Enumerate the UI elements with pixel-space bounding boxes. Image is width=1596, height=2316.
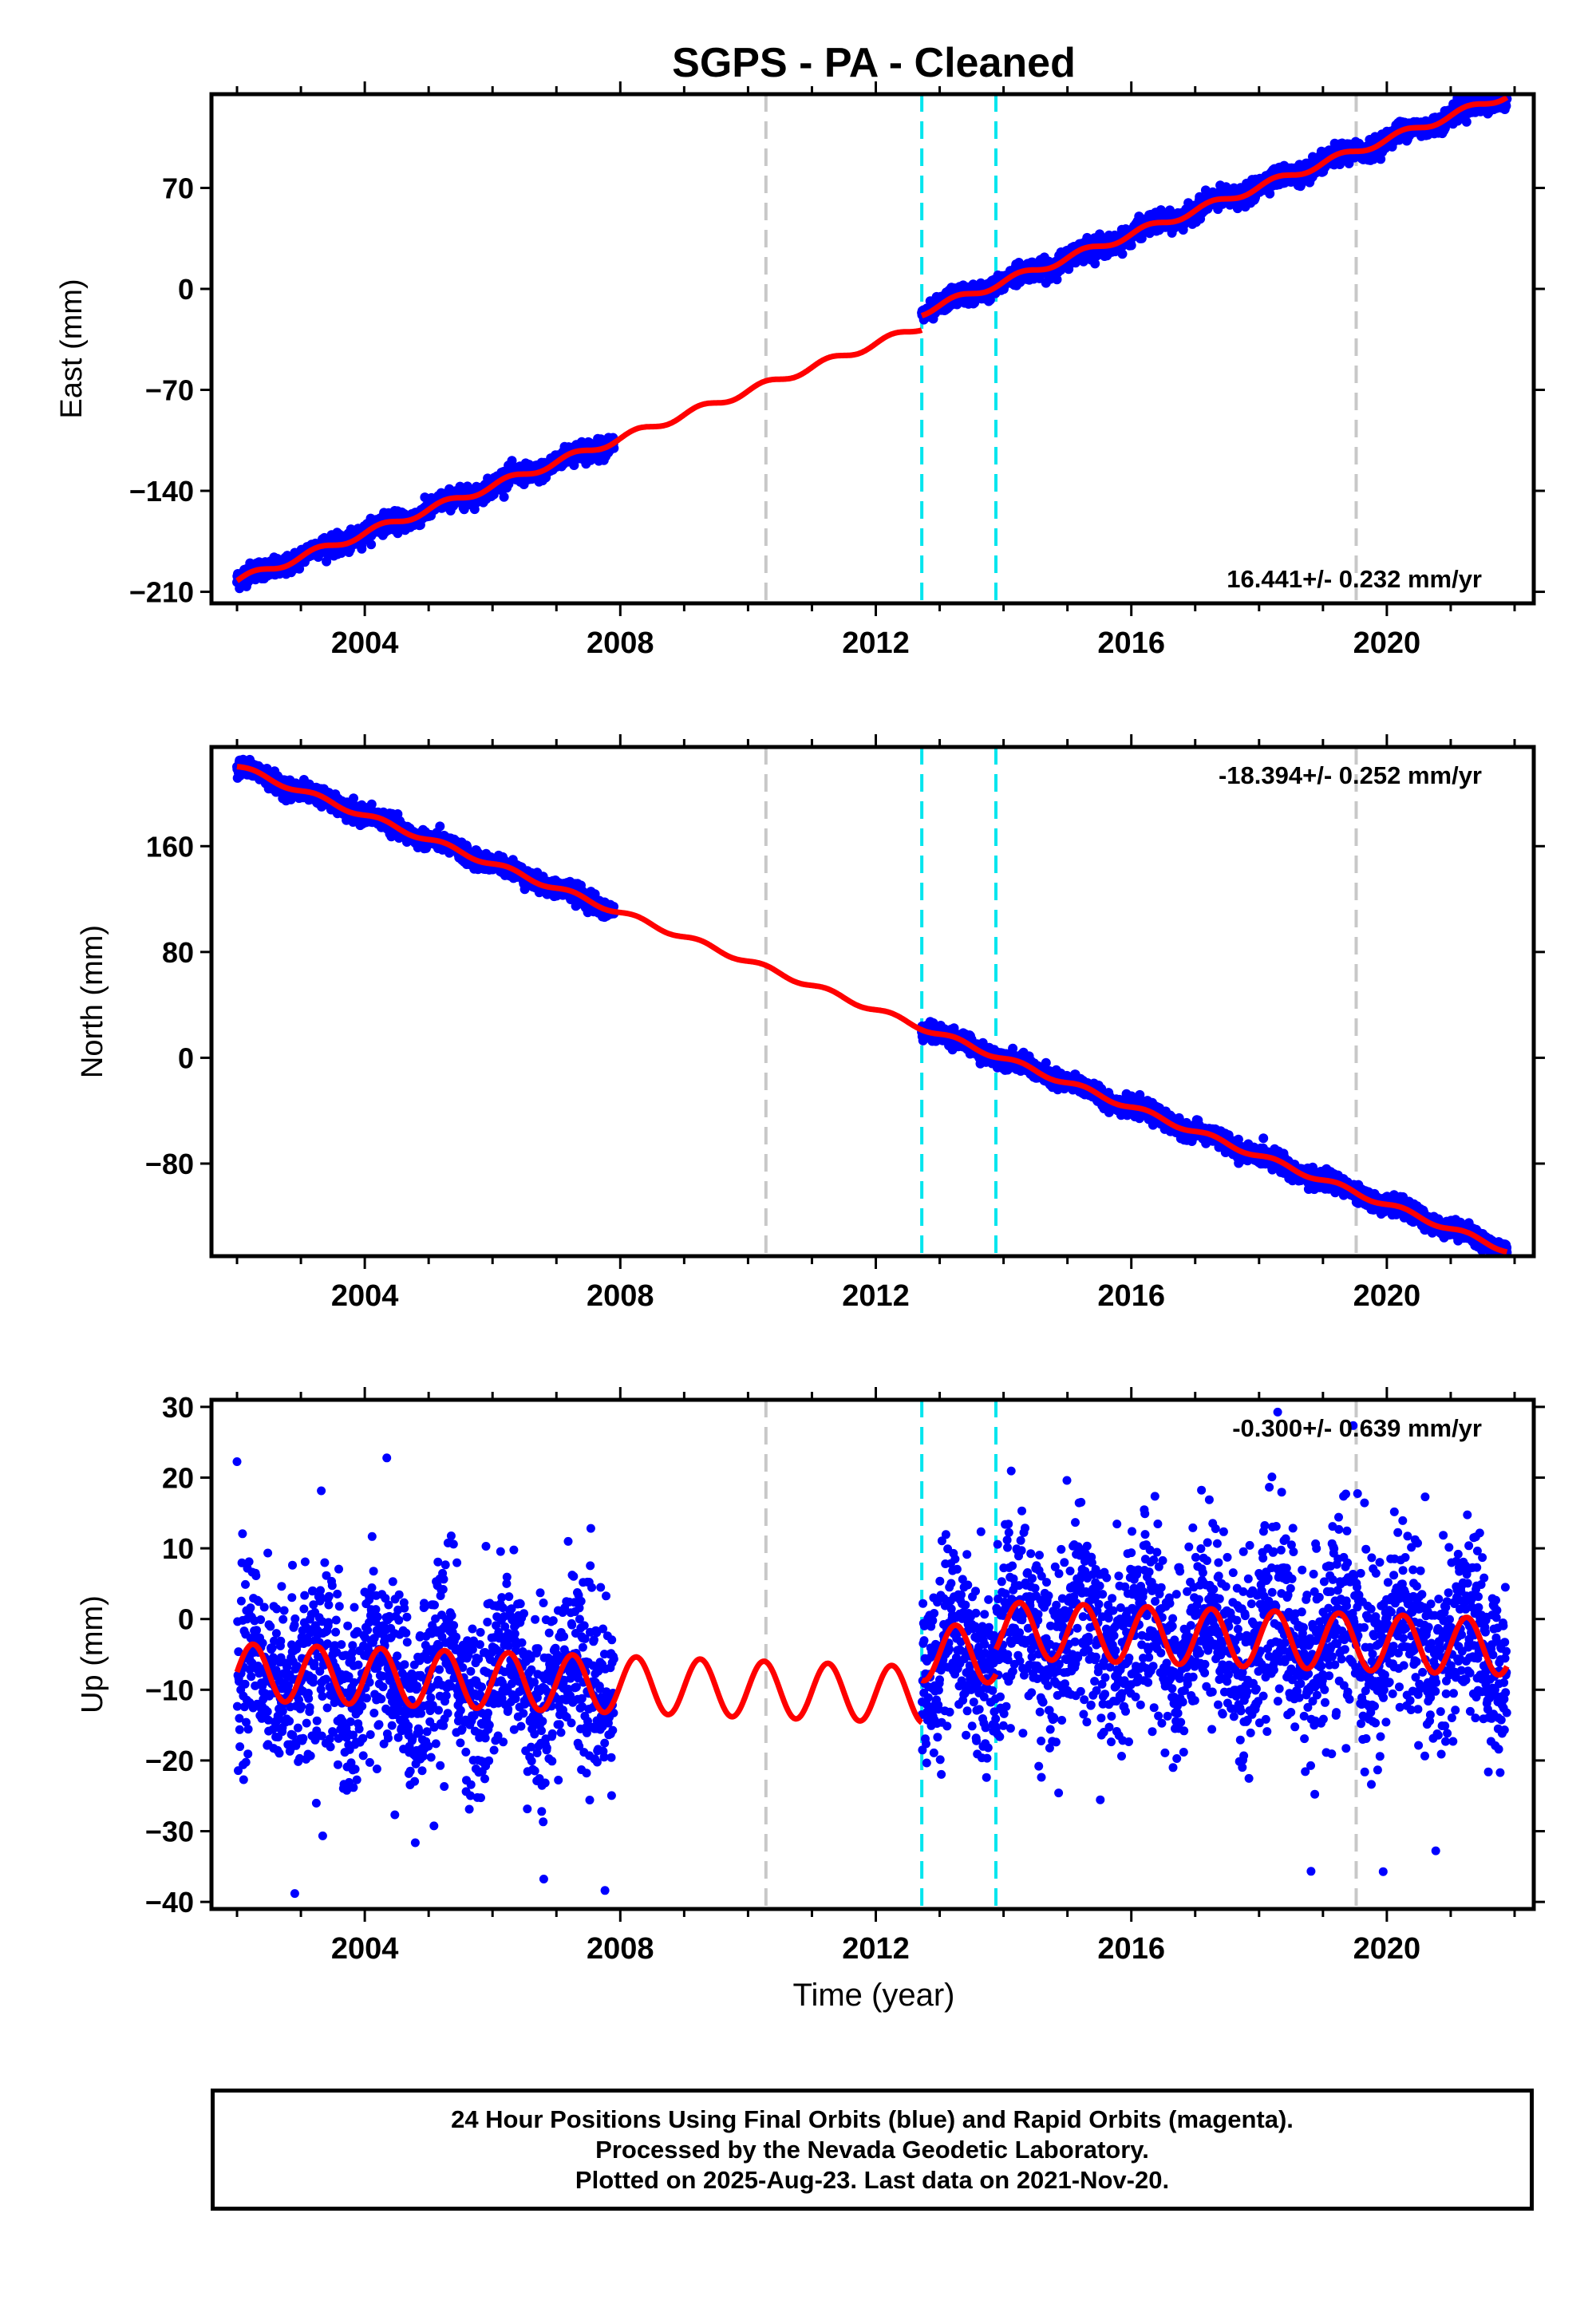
plot-frame — [209, 92, 1536, 606]
data-point — [435, 821, 445, 832]
y-tick-label: −140 — [129, 475, 194, 508]
rate-annotation: 16.441+/- 0.232 mm/yr — [1227, 565, 1482, 593]
y-tick-label: −70 — [145, 374, 194, 407]
y-axis-label: East (mm) — [55, 279, 89, 418]
data-point — [507, 456, 517, 466]
data-point — [1090, 259, 1100, 269]
panel-1: −210 −140 −70 0 70 2004 2008 2012 2016 2020 East (… — [55, 81, 1545, 660]
data-points — [232, 94, 1512, 594]
panels-group: −210 −140 −70 0 70 2004 2008 2012 2016 2020 East (… — [55, 81, 1545, 1966]
data-point — [569, 460, 579, 470]
data-point — [1461, 117, 1472, 127]
data-point — [357, 543, 367, 554]
x-tick-label: 2016 — [1097, 626, 1165, 660]
y-tick-label: 0 — [178, 273, 194, 306]
x-tick-label: 2020 — [1353, 626, 1421, 660]
x-tick-label: 2012 — [842, 626, 910, 660]
data-point — [985, 294, 995, 305]
model-line-segment — [920, 95, 1509, 318]
model-line-segment — [235, 327, 923, 583]
data-point — [1117, 249, 1128, 259]
x-tick-label: 2004 — [331, 626, 399, 660]
y-tick-label: −210 — [129, 576, 194, 609]
data-point — [366, 539, 377, 550]
chart-title: SGPS - PA - Cleaned — [672, 40, 1076, 86]
data-point — [1052, 275, 1062, 285]
x-tick-label: 2008 — [587, 626, 654, 660]
data-point — [499, 492, 509, 502]
y-tick-label: 70 — [162, 172, 194, 204]
data-point — [1265, 188, 1275, 199]
data-point — [1296, 179, 1306, 189]
data-point — [1126, 240, 1136, 251]
